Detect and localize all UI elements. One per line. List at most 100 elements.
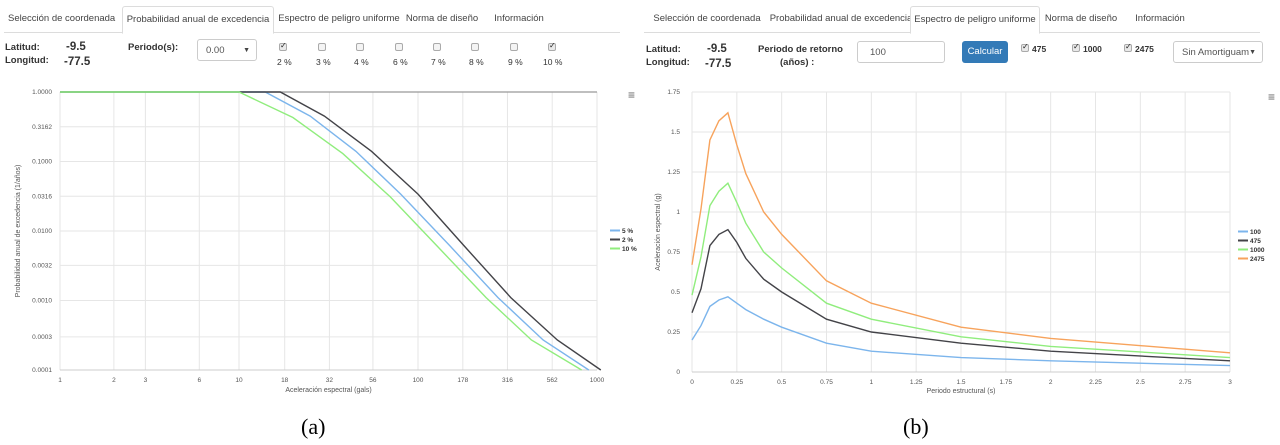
spectrum-chart: 0 0.25 0.5 0.75 1 1.25 1.5 1.75 2 2.25 2.5 2.75 3 0 0.… [655,89,1265,395]
legend-label: 2475 [1250,256,1265,263]
tab-informacion[interactable]: Información [1135,13,1185,24]
tab-seleccion-coordenada[interactable]: Selección de coordenada [653,13,761,24]
series-line-100 [691,296,1231,367]
caption-b: (b) [903,414,929,439]
hamburger-menu-icon[interactable]: ≡ [1268,90,1276,104]
y-axis-label: Probabilidad anual de excedencia (1/años… [15,165,22,298]
periodo-retorno-input[interactable]: 100 [857,41,945,63]
checkbox-label: 3 % [316,57,331,67]
tab-informacion[interactable]: Información [494,13,544,24]
hamburger-menu-icon[interactable]: ≡ [628,88,636,102]
x-tick-label: 0.75 [820,379,833,386]
y-tick-label: 0.0001 [32,367,52,374]
amortiguamiento-value: Sin Amortiguam [1182,47,1250,58]
x-tick-label: 1000 [590,377,605,384]
latitud-value: -9.5 [66,41,86,53]
checkbox-4-percent[interactable] [356,43,364,51]
checkbox-1000[interactable] [1072,42,1080,52]
y-tick-label: 0.0032 [32,262,52,269]
x-tick-label: 0.5 [777,379,786,386]
x-tick-label: 1.5 [956,379,965,386]
longitud-label: Longitud: [646,57,690,68]
checkbox-label: 9 % [508,57,523,67]
checkbox-6-percent[interactable] [395,43,403,51]
series-line-2475 [691,111,1231,354]
panel-uniform-hazard-spectrum: Selección de coordenada Probabilidad anu… [640,0,1280,445]
latitud-label: Latitud: [646,44,681,55]
tab-espectro-peligro[interactable]: Espectro de peligro uniforme [278,13,400,24]
y-tick-label: 0.1000 [32,159,52,166]
y-tick-label: 0.0100 [32,228,52,235]
checkbox-label: 475 [1032,44,1047,54]
x-tick-label: 1 [58,377,62,384]
checkbox-10-percent[interactable] [548,41,556,51]
x-tick-label: 178 [457,377,468,384]
checkbox-9-percent[interactable] [510,43,518,51]
x-tick-label: 2.25 [1089,379,1102,386]
tab-norma-diseno[interactable]: Norma de diseño [1044,13,1118,24]
y-tick-label: 0.3162 [32,124,52,131]
x-axis-label: Periodo estructural (s) [927,388,996,395]
longitud-label: Longitud: [5,55,49,66]
y-tick-label: 1.25 [667,169,680,176]
checkbox-7-percent[interactable] [433,43,441,51]
y-tick-label: 0 [676,369,680,376]
caret-down-icon: ▼ [1249,49,1256,56]
x-tick-label: 0 [690,379,694,386]
periodo-label: Periodo(s): [128,42,179,53]
calcular-button[interactable]: Calcular [962,41,1008,63]
x-tick-label: 18 [281,377,289,384]
series-line-2pct [60,91,602,371]
x-tick-label: 2 [112,377,116,384]
x-tick-label: 3 [144,377,148,384]
y-tick-label: 1.5 [671,129,680,136]
tab-espectro-peligro[interactable]: Espectro de peligro uniforme [910,6,1040,34]
y-tick-label: 1.0000 [32,89,52,96]
legend-label: 100 [1250,229,1261,236]
checkbox-8-percent[interactable] [471,43,479,51]
checkbox-2475[interactable] [1124,42,1132,52]
x-tick-label: 1.75 [1000,379,1013,386]
series-line-5pct [60,91,590,371]
x-tick-label: 2 [1049,379,1053,386]
series-line-475 [691,228,1231,362]
tab-bar: Selección de coordenada Probabilidad anu… [644,6,1260,34]
latitud-value: -9.5 [707,43,727,55]
periodo-select[interactable]: 0.00 ▼ [197,39,257,61]
caret-down-icon: ▼ [243,47,250,54]
x-tick-label: 2.5 [1136,379,1145,386]
y-tick-label: 0.5 [671,289,680,296]
periodo-select-value: 0.00 [206,45,225,56]
tab-seleccion-coordenada[interactable]: Selección de coordenada [8,13,116,24]
y-tick-label: 0.75 [667,249,680,256]
legend-label: 2 % [622,237,633,244]
checkbox-3-percent[interactable] [318,43,326,51]
periodo-retorno-units: (años) : [780,57,815,68]
tab-norma-diseno[interactable]: Norma de diseño [405,13,479,24]
y-axis-label: Aceleración espectral (g) [655,193,662,270]
checkbox-label: 6 % [393,57,408,67]
tab-bar: Selección de coordenada Probabilidad anu… [4,6,620,34]
x-tick-label: 1 [870,379,874,386]
panel-annual-exceedance: Selección de coordenada Probabilidad anu… [0,0,640,445]
legend-label: 10 % [622,246,637,253]
checkbox-2-percent[interactable] [279,41,287,51]
amortiguamiento-select[interactable]: Sin Amortiguam ▼ [1173,41,1263,63]
longitud-value: -77.5 [64,56,91,68]
tab-probabilidad-anual[interactable]: Probabilidad anual de excedencia [769,13,913,24]
y-tick-label: 0.0003 [32,334,52,341]
latitud-label: Latitud: [5,42,40,53]
legend-label: 5 % [622,228,633,235]
x-tick-label: 3 [1228,379,1232,386]
checkbox-label: 2475 [1135,44,1154,54]
longitud-value: -77.5 [705,58,732,70]
checkbox-label: 10 % [543,57,563,67]
y-tick-label: 0.0010 [32,298,52,305]
y-tick-label: 1.75 [667,89,680,96]
x-tick-label: 1.25 [910,379,923,386]
x-tick-label: 10 [235,377,243,384]
x-tick-label: 2.75 [1179,379,1192,386]
checkbox-475[interactable] [1021,42,1029,52]
y-tick-label: 1 [676,209,680,216]
tab-probabilidad-anual[interactable]: Probabilidad anual de excedencia [122,6,274,34]
